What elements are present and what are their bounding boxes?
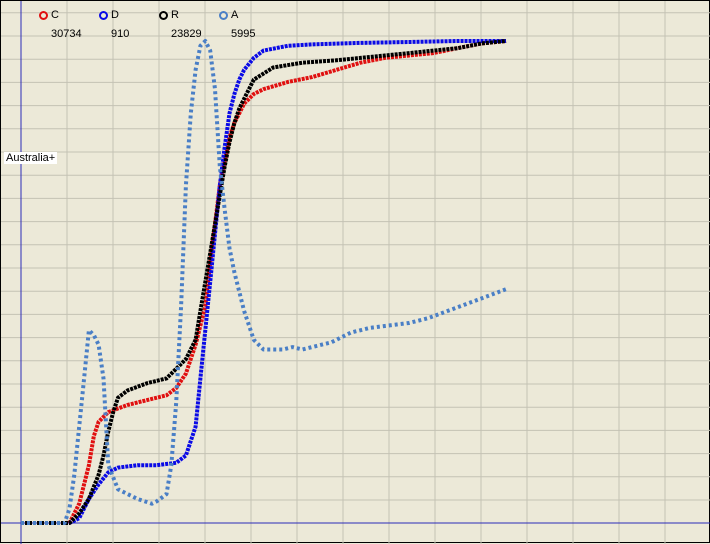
series-r xyxy=(21,39,507,525)
legend-series-count: 23829 xyxy=(171,28,202,40)
series-line-d xyxy=(21,39,506,525)
legend-series-name: R xyxy=(171,9,179,21)
series-line-r xyxy=(21,39,507,525)
legend-series-count: 30734 xyxy=(51,28,82,40)
legend-marker-icon xyxy=(159,11,168,20)
legend-marker-icon xyxy=(99,11,108,20)
series-c xyxy=(21,39,507,525)
legend-series-name: D xyxy=(111,9,119,21)
series-d xyxy=(21,39,506,525)
legend-series-name: A xyxy=(231,9,239,21)
series-line-c xyxy=(21,39,507,525)
series-layer xyxy=(21,39,507,525)
legend-series-count: 5995 xyxy=(231,28,256,40)
legend-series-count: 910 xyxy=(111,28,130,40)
legend-series-name: C xyxy=(51,9,59,21)
series-a xyxy=(21,39,507,525)
legend-marker-icon xyxy=(219,11,228,20)
legend-marker-icon xyxy=(39,11,48,20)
series-line-a xyxy=(21,39,507,525)
axis-series-label: Australia+ xyxy=(4,152,58,164)
